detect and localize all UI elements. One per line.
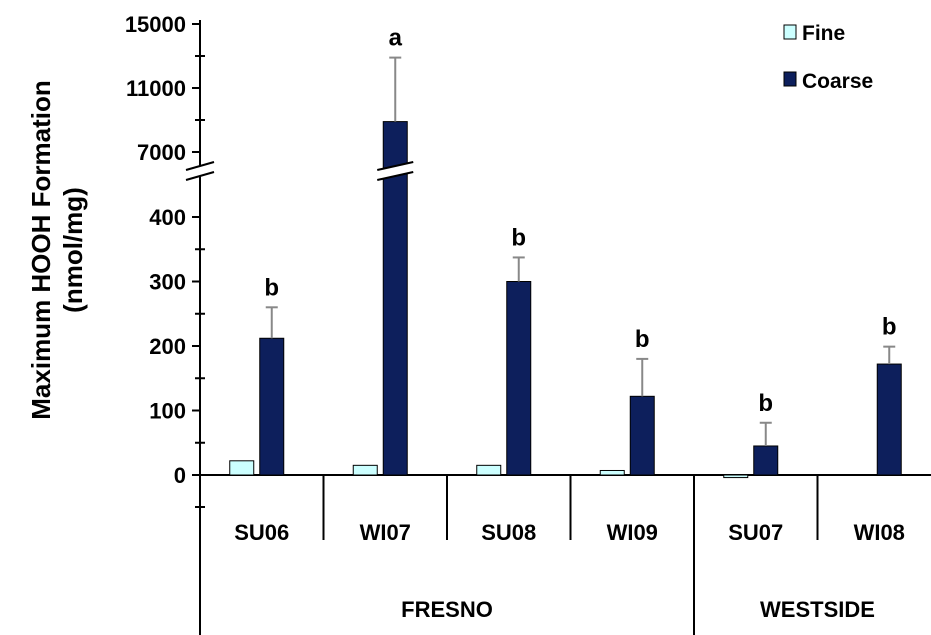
bar-fine-su06	[229, 460, 255, 476]
bar-fine-wi09	[599, 469, 625, 476]
legend-label-coarse: Coarse	[802, 70, 873, 93]
y-tick-label: 11000	[126, 76, 186, 101]
bar-coarse-su07	[753, 445, 779, 476]
bar-break-mark	[377, 171, 414, 181]
group-label-fresno: FRESNO	[401, 597, 493, 622]
y-axis-title-line2: (nmol/mg)	[58, 187, 88, 313]
y-axis-break-mark	[185, 171, 215, 181]
bar-fine-su07	[723, 474, 749, 479]
group-label-westside: WESTSIDE	[760, 597, 875, 622]
category-label-su08: SU08	[481, 520, 536, 545]
legend-label-fine: Fine	[802, 22, 845, 45]
significance-letter-su08: b	[511, 224, 526, 251]
y-tick-label: 400	[149, 205, 186, 230]
category-label-wi07: WI07	[360, 520, 411, 545]
category-label-su07: SU07	[728, 520, 783, 545]
y-tick-label: 15000	[125, 12, 186, 37]
bar-coarse-su08	[506, 281, 532, 476]
bars	[229, 56, 902, 479]
bar-break-mark	[377, 161, 414, 171]
significance-letter-su06: b	[264, 274, 279, 301]
significance-letter-wi09: b	[635, 326, 650, 353]
category-label-wi09: WI09	[607, 520, 658, 545]
bar-coarse-wi07	[382, 121, 408, 476]
bar-fine-su08	[476, 464, 502, 476]
bar-coarse-su06	[259, 337, 285, 476]
bar-coarse-wi08	[876, 363, 902, 476]
y-tick-label: 100	[149, 399, 186, 424]
y-tick-label: 0	[174, 463, 186, 488]
category-label-wi08: WI08	[854, 520, 905, 545]
axes: 7000 11000 15000 0 100 200 300 400	[125, 12, 931, 635]
y-axis-break-mark	[185, 161, 215, 171]
category-label-su06: SU06	[234, 520, 289, 545]
legend-swatch-coarse	[783, 71, 797, 87]
y-tick-label: 300	[149, 270, 186, 295]
bar-coarse-wi09	[629, 395, 655, 476]
y-tick-label: 200	[149, 334, 186, 359]
significance-letter-wi07: a	[389, 25, 403, 52]
legend-swatch-fine	[783, 24, 797, 40]
significance-letter-su07: b	[758, 390, 773, 417]
bar-fine-wi07	[352, 464, 378, 476]
bar-break-gap	[377, 162, 414, 180]
legend: Fine Coarse	[783, 22, 873, 93]
category-labels: SU06 WI07 SU08 WI09 SU07 WI08 FRESNO WESTSIDE b a…	[234, 25, 905, 622]
y-axis-title-line1: Maximum HOOH Formation	[26, 80, 56, 419]
y-tick-label: 7000	[137, 140, 186, 165]
significance-letter-wi08: b	[882, 314, 897, 341]
y-axis-title: Maximum HOOH Formation (nmol/mg)	[26, 80, 88, 419]
